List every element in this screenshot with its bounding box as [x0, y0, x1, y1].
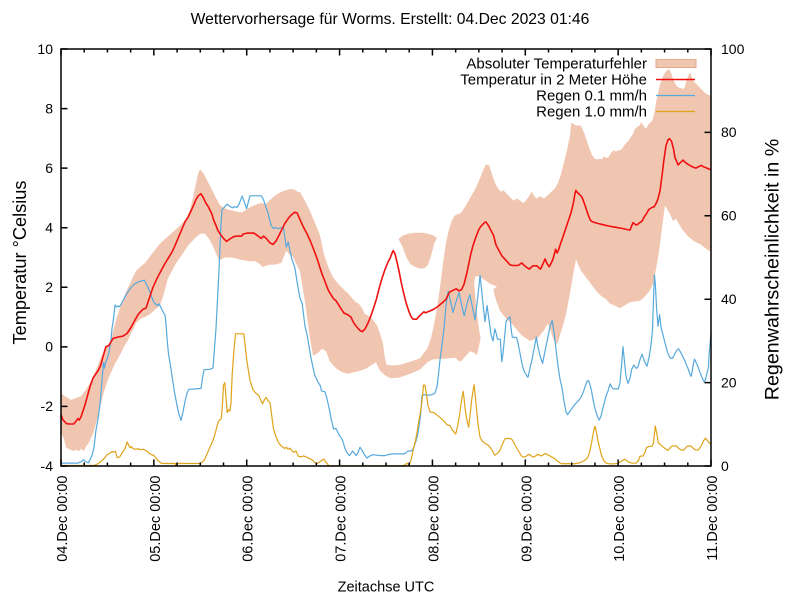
- svg-text:-4: -4: [41, 458, 54, 474]
- svg-text:10.Dec 00:00: 10.Dec 00:00: [612, 476, 628, 562]
- svg-text:4: 4: [45, 220, 53, 236]
- svg-text:40: 40: [721, 291, 737, 307]
- svg-text:05.Dec 00:00: 05.Dec 00:00: [148, 476, 164, 562]
- svg-text:Absoluter Temperaturfehler: Absoluter Temperaturfehler: [466, 56, 647, 73]
- svg-text:Regen 1.0 mm/h: Regen 1.0 mm/h: [536, 104, 647, 121]
- svg-text:08.Dec 00:00: 08.Dec 00:00: [426, 476, 442, 562]
- svg-text:Regenwahrscheinlichkeit in %: Regenwahrscheinlichkeit in %: [762, 139, 784, 401]
- svg-text:Zeitachse UTC: Zeitachse UTC: [338, 580, 435, 596]
- svg-text:Wettervorhersage für Worms. Er: Wettervorhersage für Worms. Erstellt: 04…: [191, 11, 590, 28]
- svg-text:100: 100: [721, 41, 745, 57]
- svg-text:11.Dec 00:00: 11.Dec 00:00: [705, 476, 721, 561]
- svg-text:0: 0: [721, 458, 729, 474]
- svg-text:10: 10: [37, 41, 53, 57]
- svg-text:Temperatur in 2 Meter Höhe: Temperatur in 2 Meter Höhe: [460, 72, 647, 89]
- svg-text:6: 6: [45, 160, 53, 176]
- svg-text:07.Dec 00:00: 07.Dec 00:00: [334, 476, 350, 562]
- svg-text:20: 20: [721, 374, 737, 390]
- svg-text:Temperatur °Celsius: Temperatur °Celsius: [10, 181, 30, 345]
- svg-text:60: 60: [721, 208, 737, 224]
- svg-text:-2: -2: [41, 398, 54, 414]
- svg-text:04.Dec 00:00: 04.Dec 00:00: [55, 476, 71, 562]
- svg-text:80: 80: [721, 124, 737, 140]
- svg-text:09.Dec 00:00: 09.Dec 00:00: [519, 476, 535, 562]
- svg-text:2: 2: [45, 279, 53, 295]
- svg-text:0: 0: [45, 339, 53, 355]
- svg-text:Regen 0.1 mm/h: Regen 0.1 mm/h: [536, 88, 647, 105]
- svg-text:8: 8: [45, 100, 53, 116]
- svg-text:06.Dec 00:00: 06.Dec 00:00: [241, 476, 257, 562]
